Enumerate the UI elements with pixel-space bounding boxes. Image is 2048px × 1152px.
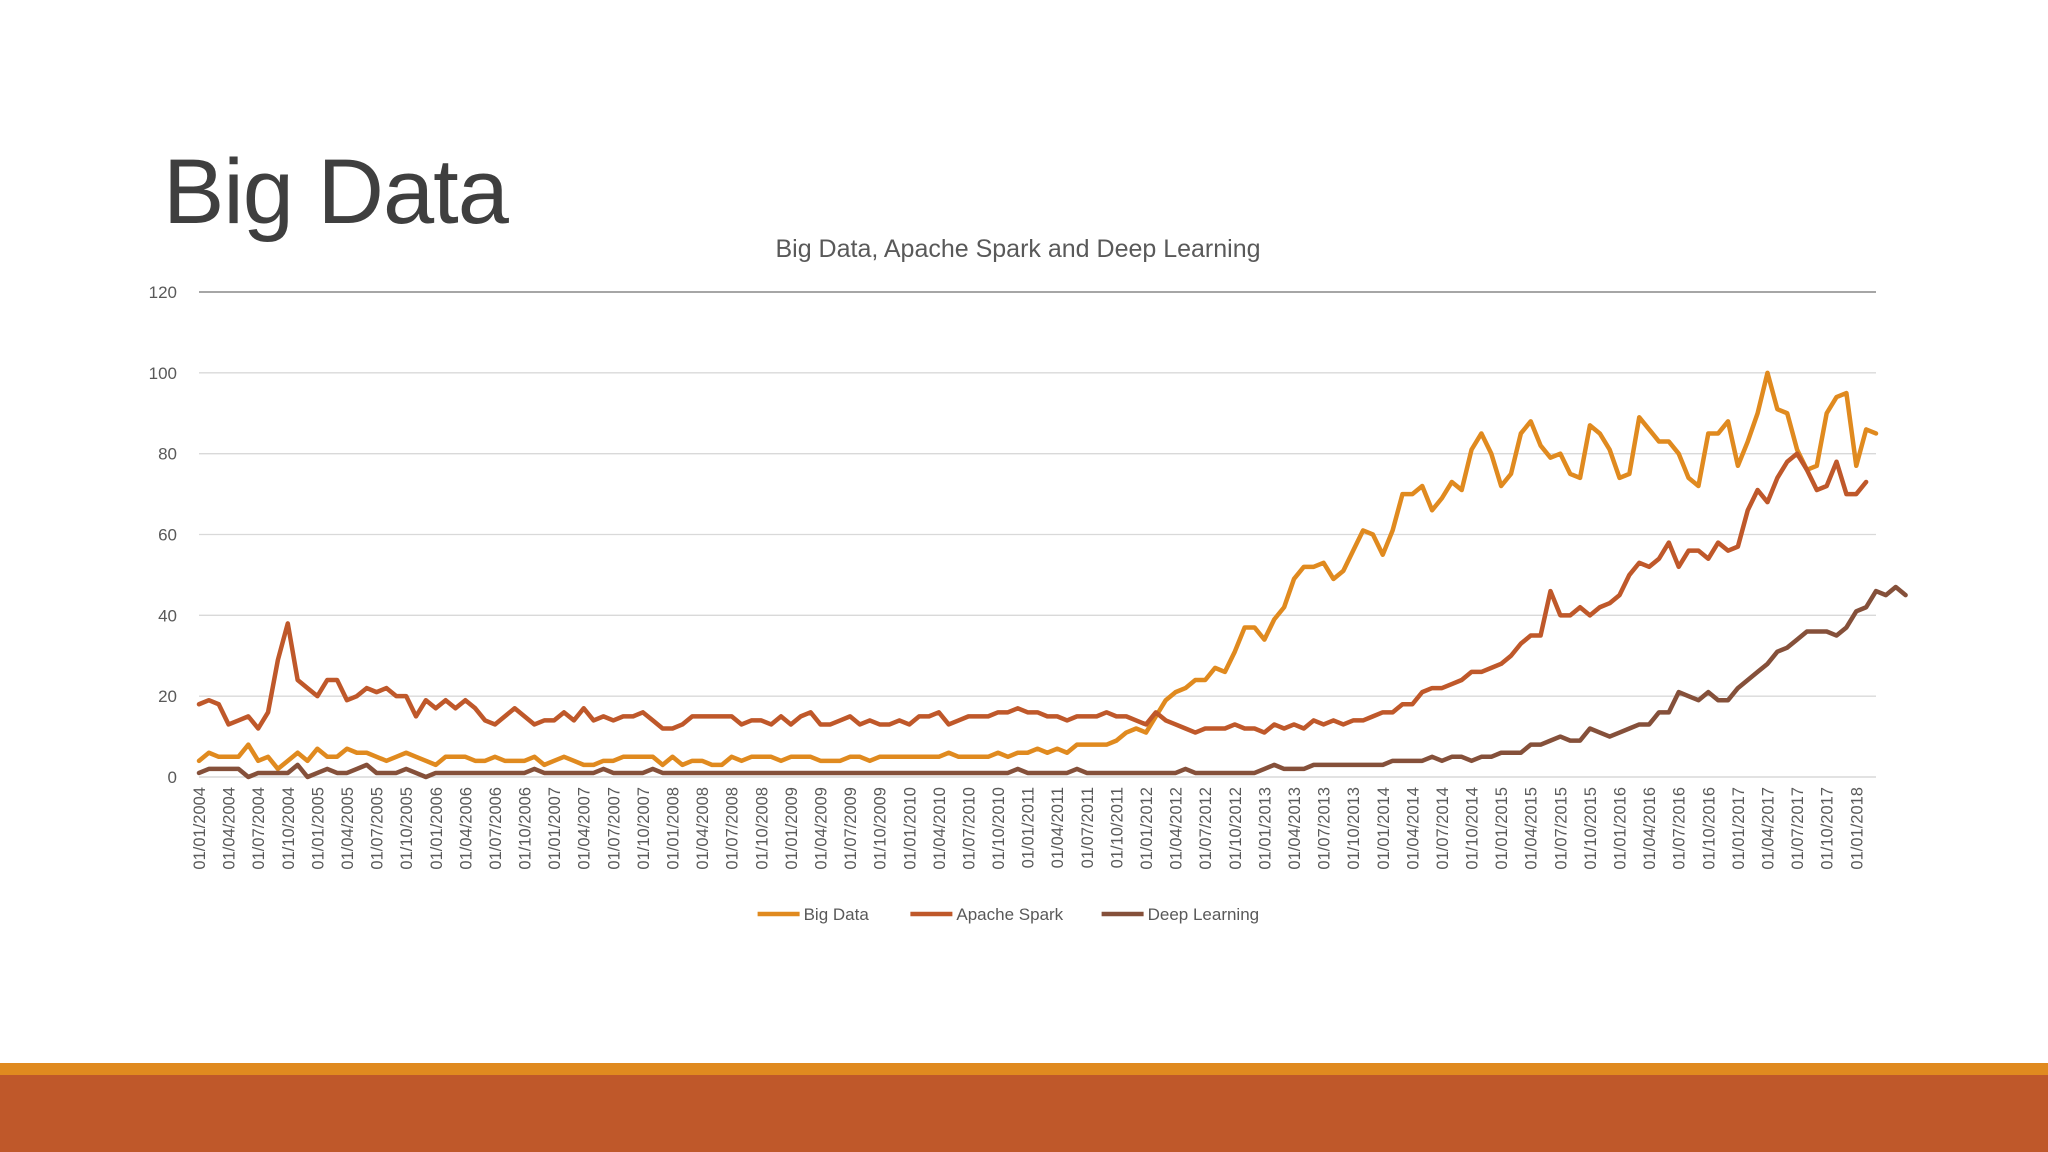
x-tick-label: 01/10/2011 xyxy=(1108,787,1126,868)
x-tick-label: 01/10/2009 xyxy=(872,787,890,870)
x-tick-label: 01/01/2004 xyxy=(191,787,209,870)
x-tick-label: 01/07/2011 xyxy=(1079,787,1097,868)
x-tick-label: 01/07/2006 xyxy=(487,787,505,870)
x-tick-label: 01/07/2014 xyxy=(1434,787,1452,870)
slide-title: Big Data xyxy=(163,141,509,243)
x-tick-label: 01/01/2008 xyxy=(665,787,683,870)
x-tick-label: 01/07/2007 xyxy=(605,787,623,870)
x-tick-label: 01/04/2006 xyxy=(457,787,475,870)
x-tick-label: 01/01/2016 xyxy=(1612,787,1630,870)
x-tick-label: 01/04/2005 xyxy=(339,787,357,870)
x-tick-label: 01/04/2015 xyxy=(1523,787,1541,870)
x-tick-label: 01/07/2017 xyxy=(1789,787,1807,870)
x-tick-label: 01/10/2017 xyxy=(1819,787,1837,870)
x-tick-label: 01/01/2010 xyxy=(901,787,919,870)
x-tick-label: 01/04/2004 xyxy=(221,787,239,870)
x-tick-label: 01/07/2015 xyxy=(1552,787,1570,870)
x-tick-label: 01/04/2016 xyxy=(1641,787,1659,870)
x-tick-label: 01/01/2006 xyxy=(428,787,446,870)
x-tick-label: 01/04/2013 xyxy=(1286,787,1304,870)
x-tick-label: 01/10/2006 xyxy=(517,787,535,870)
x-tick-label: 01/01/2018 xyxy=(1848,787,1866,870)
x-tick-label: 01/04/2008 xyxy=(694,787,712,870)
chart-title: Big Data, Apache Spark and Deep Learning xyxy=(775,235,1260,263)
footer-bar-thick xyxy=(0,1075,2048,1152)
x-tick-label: 01/01/2013 xyxy=(1256,787,1274,870)
legend-label: Big Data xyxy=(804,905,870,924)
x-tick-label: 01/04/2011 xyxy=(1049,787,1067,868)
x-tick-label: 01/04/2010 xyxy=(931,787,949,870)
x-tick-label: 01/07/2005 xyxy=(369,787,387,870)
x-tick-label: 01/07/2010 xyxy=(960,787,978,870)
chart-gridlines xyxy=(199,291,1876,778)
series-line-deep-learning xyxy=(196,584,1908,780)
x-tick-label: 01/10/2012 xyxy=(1227,787,1245,870)
x-tick-label: 01/10/2015 xyxy=(1582,787,1600,870)
x-tick-label: 01/10/2005 xyxy=(398,787,416,870)
x-tick-label: 01/07/2004 xyxy=(250,787,268,870)
legend-label: Apache Spark xyxy=(956,905,1063,924)
x-tick-label: 01/04/2009 xyxy=(812,787,830,870)
x-tick-label: 01/10/2013 xyxy=(1345,787,1363,870)
chart-legend: Big Data Apache Spark Deep Learning xyxy=(757,905,1260,924)
x-tick-label: 01/01/2012 xyxy=(1138,787,1156,870)
x-tick-label: 01/10/2010 xyxy=(990,787,1008,870)
x-tick-label: 01/04/2014 xyxy=(1404,787,1422,870)
y-tick-label: 60 xyxy=(158,526,177,545)
y-tick-label: 40 xyxy=(158,606,177,625)
series-line-apache-spark xyxy=(196,451,1869,735)
x-tick-label: 01/10/2016 xyxy=(1700,787,1718,870)
chart-series xyxy=(196,370,1908,780)
y-tick-label: 20 xyxy=(158,687,177,706)
footer-bar-thin xyxy=(0,1063,2048,1075)
x-tick-label: 01/01/2015 xyxy=(1493,787,1511,870)
series-line-big-data xyxy=(196,370,1879,772)
x-tick-label: 01/01/2014 xyxy=(1375,787,1393,870)
y-tick-label: 100 xyxy=(149,364,177,383)
legend-label: Deep Learning xyxy=(1148,905,1260,924)
x-tick-label: 01/07/2013 xyxy=(1316,787,1334,870)
x-tick-label: 01/07/2012 xyxy=(1197,787,1215,870)
y-tick-label: 0 xyxy=(168,768,177,787)
x-tick-label: 01/10/2014 xyxy=(1464,787,1482,870)
y-tick-label: 120 xyxy=(149,283,177,302)
y-axis-ticks: 0 20 40 60 80 100 120 xyxy=(149,283,177,787)
x-tick-label: 01/07/2008 xyxy=(724,787,742,870)
x-tick-label: 01/01/2007 xyxy=(546,787,564,870)
x-tick-label: 01/07/2016 xyxy=(1671,787,1689,870)
x-tick-label: 01/04/2017 xyxy=(1759,787,1777,870)
x-axis-ticks: 01/01/2004 01/04/2004 01/07/2004 01/10/2004… xyxy=(191,787,1866,870)
x-tick-label: 01/10/2008 xyxy=(753,787,771,870)
x-tick-label: 01/10/2007 xyxy=(635,787,653,870)
x-tick-label: 01/04/2012 xyxy=(1168,787,1186,870)
x-tick-label: 01/01/2005 xyxy=(309,787,327,870)
x-tick-label: 01/07/2009 xyxy=(842,787,860,870)
x-tick-label: 01/01/2017 xyxy=(1730,787,1748,870)
x-tick-label: 01/01/2011 xyxy=(1020,787,1038,868)
x-tick-label: 01/01/2009 xyxy=(783,787,801,870)
x-tick-label: 01/04/2007 xyxy=(576,787,594,870)
x-tick-label: 01/10/2004 xyxy=(280,787,298,870)
y-tick-label: 80 xyxy=(158,445,177,464)
